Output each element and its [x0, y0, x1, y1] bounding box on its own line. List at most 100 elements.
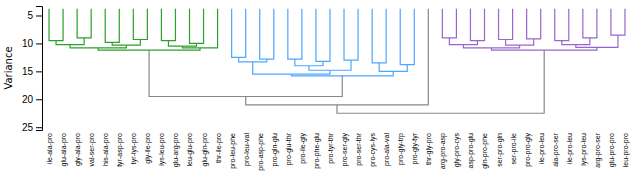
x-tick: glu-gln-pro [200, 130, 208, 166]
x-tick-label: arg-pro-ser [594, 132, 602, 167]
x-tick-label: lys-pro-leu [580, 133, 588, 166]
dendrogram-link [105, 9, 119, 43]
dendrogram-link [527, 9, 541, 39]
y-tick-mark [36, 71, 42, 72]
x-tick: pro-gln-glu [271, 130, 279, 166]
dendrogram-link [288, 9, 302, 59]
x-tick: pro-gly-tyr [411, 130, 419, 165]
x-tick: pro-pro-gly [524, 130, 532, 167]
x-tick: gly-ile-pro [144, 130, 152, 164]
y-axis-title: Variance [3, 46, 14, 89]
y-tick: 5 [27, 10, 42, 21]
x-tick: tyr-lys-pro [130, 130, 138, 164]
dendrogram-link [295, 59, 323, 66]
x-tick: ala-pro-ser [552, 130, 560, 167]
x-tick-label: gly-pro-cys [453, 133, 461, 168]
x-tick-label: thr-ile-pro [215, 133, 223, 163]
dendrogram-link [112, 40, 140, 46]
x-tick: ile-ala-pro [46, 130, 54, 164]
y-axis-line [36, 7, 43, 131]
x-tick: pro-gly-trp [397, 130, 405, 165]
x-tick: gly-pro-cys [453, 130, 461, 167]
x-tick: pro-tyr-thr [327, 130, 335, 164]
y-tick-label: 20 [22, 94, 34, 105]
x-axis: ile-ala-pro glu-ala-pro gly-ala-pro val-ser… [46, 130, 630, 171]
dendrogram-link [161, 9, 175, 41]
x-tick: lys-leu-pro [158, 130, 166, 166]
dendrogram-link [562, 38, 590, 45]
dendrogram-link [253, 62, 330, 74]
x-tick: pro-leu-phe [229, 130, 237, 169]
x-tick: pro-ser-thr [355, 130, 363, 166]
x-tick: pro-ile-gly [299, 130, 307, 164]
dendrogram-link [291, 71, 393, 75]
x-tick-label: ile-ala-pro [46, 133, 54, 164]
dendrogram-link [463, 45, 519, 48]
dendrogram-link [400, 9, 414, 65]
dendrogram-link [260, 9, 274, 59]
x-tick: his-ala-pro [102, 130, 110, 166]
x-tick: pro-asp-phe [257, 130, 265, 171]
y-tick: 15 [22, 66, 42, 77]
x-tick: ser-pro-gln [495, 130, 503, 167]
x-tick-label: gln-pro-phe [481, 133, 489, 169]
x-tick-label: tyr-lys-pro [130, 133, 138, 164]
y-tick: 10 [22, 38, 42, 49]
x-tick-label: pro-phe-glu [313, 133, 321, 169]
x-tick-label: ala-pro-ser [552, 132, 560, 167]
x-tick: ile-pro-leu [566, 130, 574, 164]
dendrogram-link [133, 9, 147, 40]
x-tick-label: glu-pro-pro [608, 133, 616, 167]
dendrogram-link [246, 9, 429, 105]
dendrogram-link [77, 9, 91, 38]
dendrogram-link [492, 47, 597, 50]
dendrogram-link [98, 48, 200, 50]
dendrogram-link [168, 41, 196, 47]
x-tick-label: pro-ser-thr [355, 132, 363, 165]
x-tick: tyr-asp-pro [116, 130, 124, 167]
chart: 5 10 15 20 25 ile-ala-pro glu-ala-pro gly-ala-p… [0, 0, 640, 180]
x-tick-label: pro-gln-glu [271, 133, 279, 167]
x-tick: pro-cys-lys [369, 130, 377, 167]
x-tick-label: leu-pro-pro [622, 133, 630, 167]
dendrogram-link [239, 57, 267, 61]
x-tick: pro-leu-val [243, 130, 251, 166]
x-tick: gln-pro-phe [481, 130, 489, 169]
x-tick-label: pro-ile-gly [299, 133, 307, 164]
x-tick-label: pro-gly-tyr [411, 132, 419, 164]
y-tick-mark [36, 127, 42, 128]
y-tick-label: 25 [22, 122, 34, 133]
x-tick: pro-glu-thr [285, 130, 293, 165]
dendrogram-link [49, 9, 63, 41]
x-tick: val-ser-pro [88, 130, 96, 166]
x-tick: thr-ile-pro [215, 130, 223, 163]
x-tick-label: pro-gly-trp [397, 133, 405, 165]
x-tick: leu-pro-pro [622, 130, 630, 167]
dendrogram-link [576, 35, 618, 47]
dendrogram-link [190, 9, 204, 44]
y-tick: 20 [22, 94, 42, 105]
dendrogram-link [232, 9, 246, 58]
x-tick-label: pro-pro-gly [524, 133, 532, 167]
dendrogram-link [56, 38, 84, 45]
x-tick-label: tyr-asp-pro [116, 133, 124, 167]
y-tick-mark [36, 99, 42, 100]
x-tick-label: gly-ile-pro [144, 133, 152, 164]
y-axis: 5 10 15 20 25 [22, 7, 43, 133]
x-tick-label: pro-leu-val [243, 133, 251, 167]
x-tick-label: ser-pro-ile [510, 133, 518, 165]
plot: 5 10 15 20 25 ile-ala-pro glu-ala-pro gly-ala-p… [22, 7, 630, 171]
x-tick: arg-pro-asp [439, 130, 447, 169]
dendrogram-link [379, 63, 407, 71]
x-tick-label: pro-cys-lys [369, 133, 377, 167]
dendrogram-link [583, 9, 597, 38]
dendrogram-link [149, 50, 342, 96]
x-tick-label: glu-ala-pro [60, 133, 68, 167]
y-tick-label: 10 [22, 38, 34, 49]
dendrogram-link [70, 45, 126, 48]
dendrogram-links [49, 9, 625, 113]
x-tick-label: thr-gly-pro [425, 133, 433, 165]
x-tick: gly-ala-pro [74, 130, 82, 166]
x-tick-label: ser-pro-gln [495, 133, 503, 167]
x-tick: lys-pro-leu [580, 130, 588, 166]
